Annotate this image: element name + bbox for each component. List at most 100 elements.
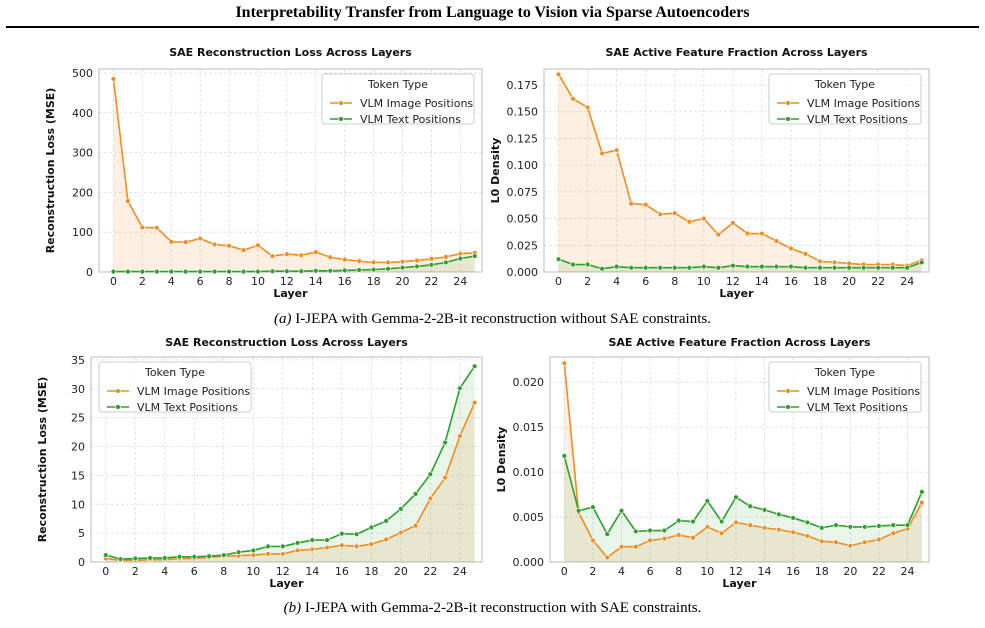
y-axis-label: L0 Density: [489, 138, 502, 204]
data-point: [103, 552, 109, 558]
legend-entry-image: VLM Image Positions: [807, 385, 920, 398]
data-point: [861, 539, 868, 545]
data-point: [570, 261, 576, 268]
data-point: [250, 547, 257, 554]
y-tick-label: 0.175: [507, 79, 539, 92]
data-point: [385, 266, 391, 272]
y-tick-label: 0.005: [513, 511, 545, 524]
chart-panel-3: 0 2 4 6 8 10 12 14 16 18 20 22 2405101520253035Layer…: [36, 336, 483, 590]
y-tick-label: 0.010: [513, 466, 545, 479]
x-tick-label: 18: [815, 565, 829, 578]
data-point: [802, 251, 809, 257]
chart-panel-1: 0 2 4 6 8 10 12 14 16 18 20 22 240100200300400500Lay…: [44, 46, 483, 300]
x-tick-label: 22: [871, 275, 885, 288]
plot-frame: [549, 356, 930, 563]
data-point: [584, 261, 591, 268]
data-point: [613, 263, 620, 270]
y-tick-label: 15: [71, 469, 85, 482]
legend-entry-text: VLM Text Positions: [137, 401, 238, 414]
legend-entry-image: VLM Image Positions: [807, 97, 920, 110]
data-point: [561, 360, 568, 366]
data-point: [168, 239, 174, 245]
data-point: [324, 544, 330, 551]
x-tick-label: 8: [226, 275, 233, 288]
data-point: [919, 259, 925, 266]
x-tick-label: 8: [671, 275, 678, 288]
legend-title: Token Type: [814, 366, 875, 379]
x-tick-label: 10: [700, 565, 714, 578]
data-point: [788, 245, 794, 252]
data-point: [889, 265, 896, 271]
data-point: [385, 259, 391, 266]
legend-title: Token Type: [814, 78, 875, 91]
data-point: [313, 268, 319, 274]
data-point: [590, 504, 596, 510]
data-point: [633, 528, 639, 535]
data-point: [154, 268, 160, 275]
data-point: [747, 522, 753, 528]
data-point: [847, 524, 854, 530]
legend-box: [768, 361, 922, 413]
data-point: [904, 522, 911, 528]
x-tick-label: 0: [555, 275, 562, 288]
data-point: [686, 219, 692, 225]
x-tick-label: 2: [584, 275, 591, 288]
data-point: [570, 96, 576, 102]
legend: Token Type VLM Image Positions VLM Text Po…: [768, 361, 922, 414]
data-point: [457, 250, 464, 257]
data-point: [618, 508, 625, 514]
data-point: [154, 225, 160, 231]
x-tick-label: 10: [251, 275, 265, 288]
data-point: [265, 551, 271, 557]
data-point: [428, 262, 435, 268]
x-tick-label: 2: [139, 275, 146, 288]
data-point: [733, 519, 739, 526]
legend-box: [321, 73, 475, 125]
series-area-image: [113, 78, 475, 272]
data-point: [442, 439, 448, 446]
legend-swatch-marker: [115, 404, 121, 410]
data-point: [211, 268, 218, 275]
x-tick-label: 4: [161, 565, 168, 578]
data-point: [672, 210, 678, 216]
y-tick-label: 300: [72, 147, 93, 160]
data-point: [730, 220, 736, 226]
x-tick-label: 0: [110, 275, 117, 288]
data-point: [661, 527, 668, 534]
data-point: [341, 256, 348, 263]
data-point: [633, 544, 639, 550]
data-point: [383, 536, 389, 543]
y-tick-label: 0.015: [513, 421, 545, 434]
data-point: [715, 265, 722, 271]
plot-frame: [90, 356, 483, 563]
data-point: [472, 253, 478, 259]
data-point: [761, 525, 768, 531]
data-point: [370, 266, 377, 273]
data-point: [718, 530, 725, 536]
data-point: [280, 551, 286, 557]
data-point: [833, 539, 839, 545]
legend-swatch-marker: [785, 388, 791, 394]
x-tick-label: 18: [367, 275, 381, 288]
y-tick-label: 0.100: [507, 159, 539, 172]
data-point: [471, 363, 478, 369]
data-point: [471, 399, 478, 406]
data-point: [356, 267, 362, 273]
data-point: [139, 268, 146, 275]
data-point: [584, 104, 591, 111]
data-point: [183, 268, 189, 275]
x-tick-label: 20: [394, 565, 408, 578]
legend: Token Type VLM Image Positions VLM Text Po…: [98, 361, 252, 414]
data-point: [125, 268, 131, 275]
chart-title: SAE Active Feature Fraction Across Layer…: [605, 46, 868, 59]
series-area-image: [564, 363, 922, 562]
x-tick-label: 14: [758, 565, 772, 578]
data-point: [226, 243, 232, 249]
data-point: [715, 231, 722, 238]
x-tick-label: 24: [453, 565, 467, 578]
data-point: [555, 256, 562, 262]
data-point: [890, 522, 896, 528]
x-tick-label: 22: [423, 565, 437, 578]
y-tick-label: 0.150: [507, 106, 539, 119]
